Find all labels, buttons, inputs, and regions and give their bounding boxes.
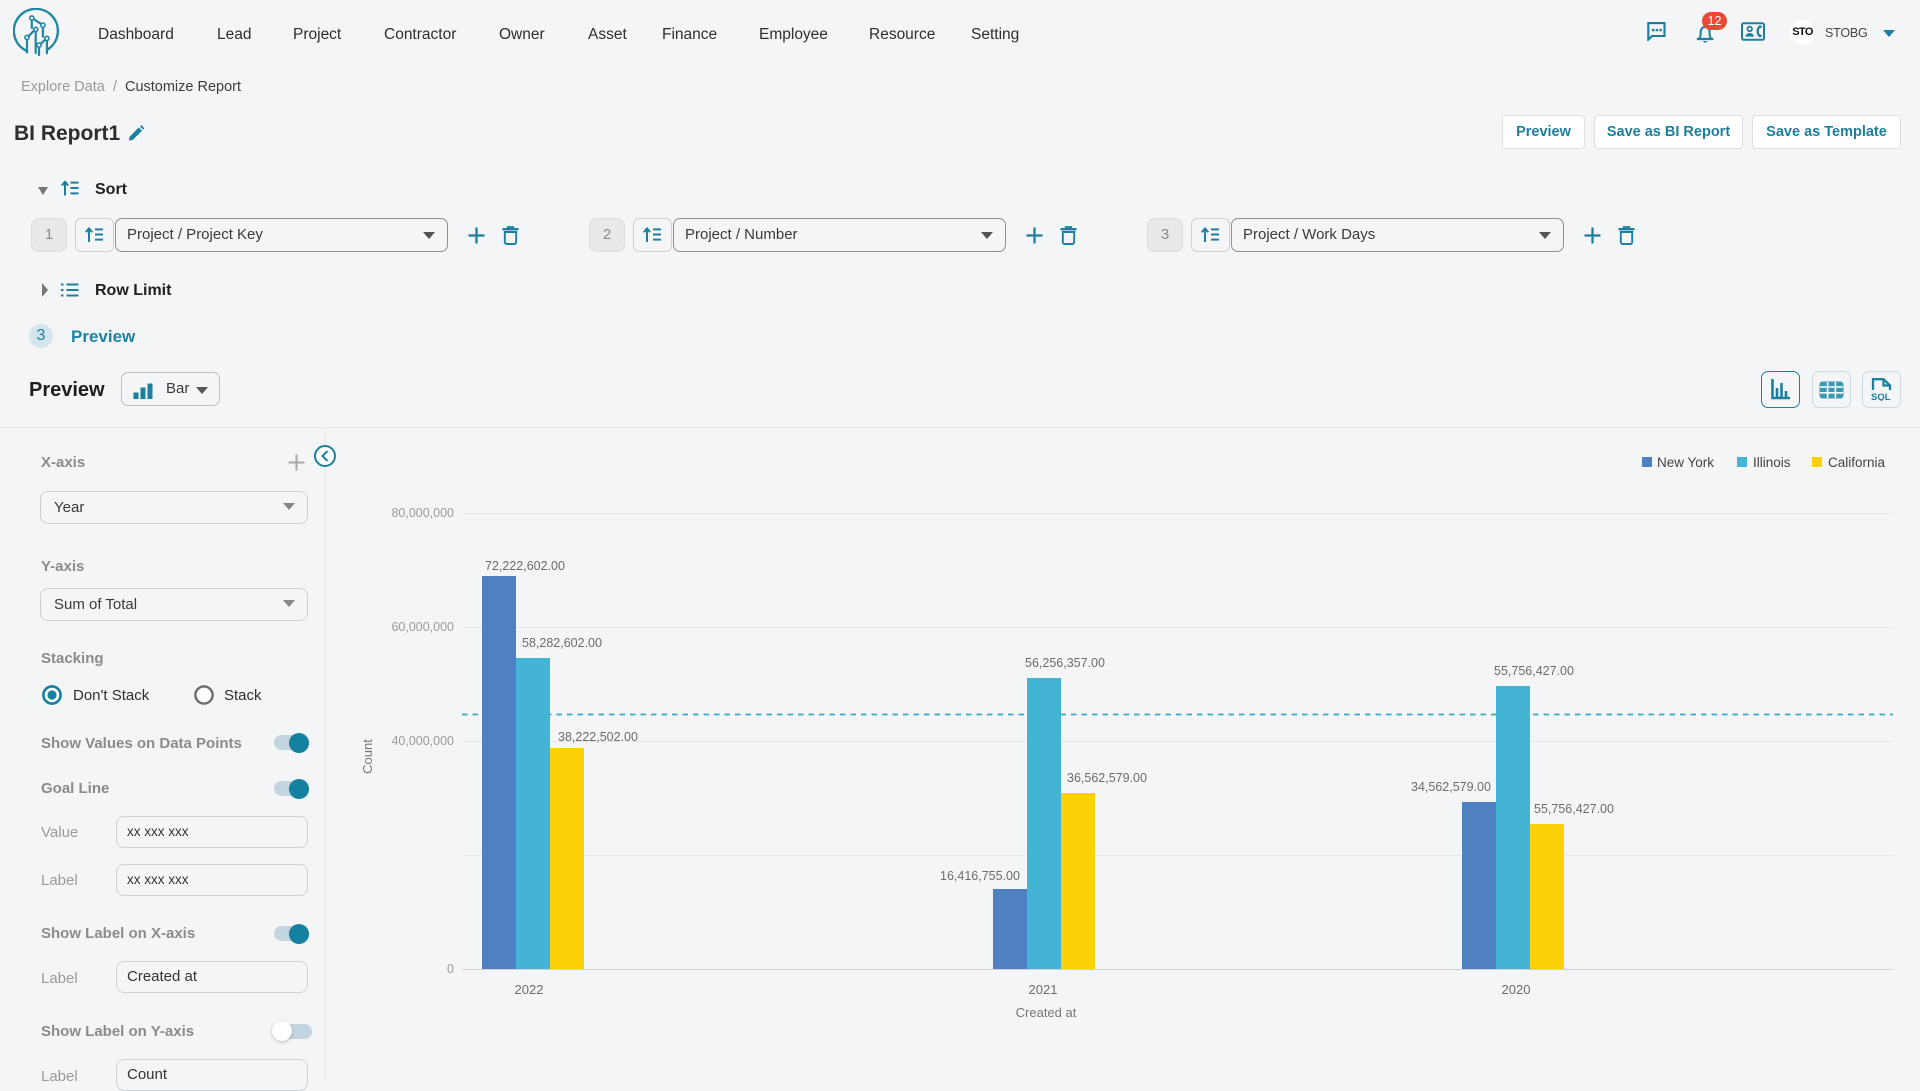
svg-text:SQL: SQL [1871, 392, 1891, 401]
